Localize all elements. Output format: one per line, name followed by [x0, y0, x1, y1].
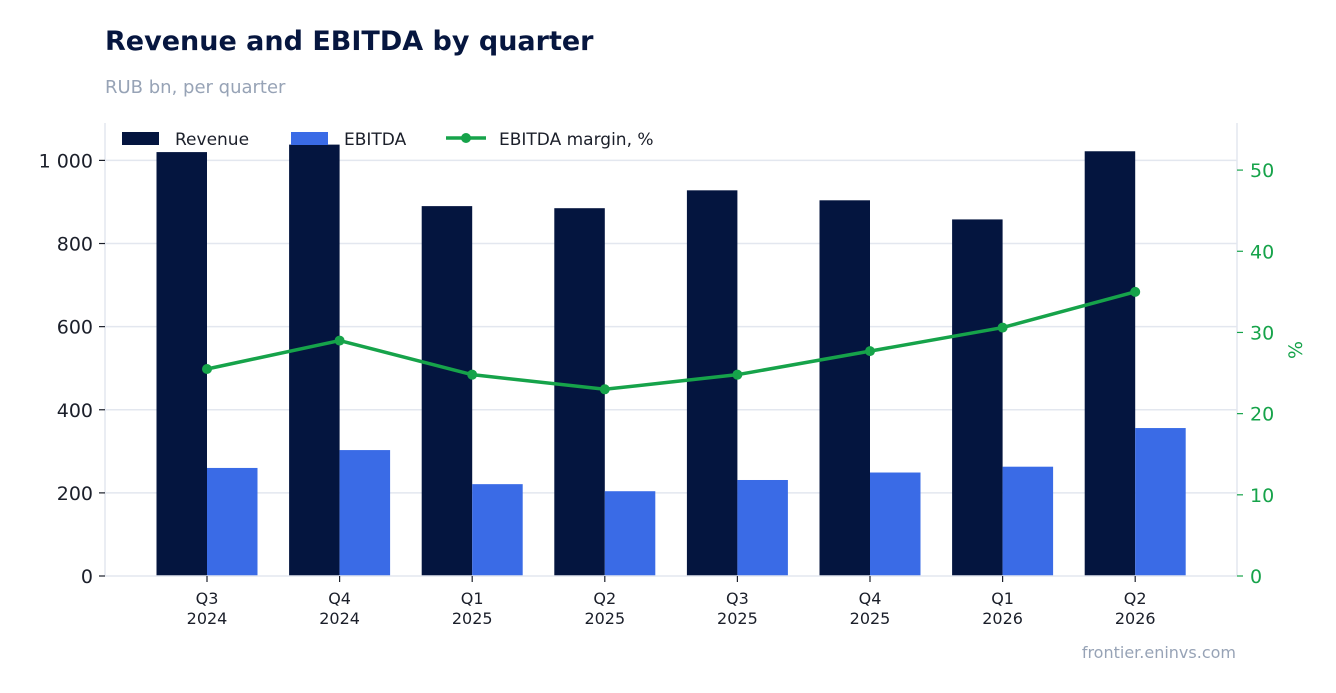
revenue-bar — [156, 152, 207, 576]
left-tick-label: 200 — [57, 483, 93, 505]
ebitda-bar — [1002, 466, 1054, 576]
revenue-bar — [819, 200, 870, 577]
ebitda-bar — [870, 472, 921, 576]
left-tick-label: 600 — [57, 317, 93, 339]
revenue-bar — [554, 208, 605, 576]
margin-point — [467, 369, 478, 380]
right-tick-label: 50 — [1250, 160, 1274, 182]
revenue-bar — [421, 206, 473, 576]
left-tick-label: 0 — [81, 566, 93, 588]
revenue-bar — [1084, 151, 1136, 576]
chart-title: Revenue and EBITDA by quarter — [105, 26, 594, 57]
ebitda-bar — [339, 450, 391, 576]
left-tick-label: 1 000 — [39, 150, 93, 172]
legend-marker-margin — [461, 133, 471, 143]
source-label: frontier.eninvs.com — [1081, 643, 1236, 662]
right-axis-label: % — [1285, 341, 1307, 359]
x-tick-label: Q3 2024 — [187, 589, 228, 628]
margin-point — [202, 363, 212, 374]
right-tick-label: 10 — [1250, 485, 1274, 507]
revenue-bar — [686, 190, 738, 576]
x-tick-label: Q1 2026 — [982, 589, 1023, 628]
margin-point — [1130, 286, 1141, 297]
margin-point — [865, 346, 875, 357]
ebitda-bar — [472, 484, 523, 576]
ebitda-bar — [737, 479, 788, 576]
legend-label-margin: EBITDA margin, % — [499, 130, 654, 150]
x-tick-label: Q4 2024 — [319, 589, 360, 628]
right-tick-label: 0 — [1250, 566, 1262, 588]
x-tick-label: Q2 2026 — [1115, 589, 1156, 628]
margin-line — [202, 286, 1141, 395]
ebitda-bar — [604, 491, 656, 576]
right-tick-label: 20 — [1250, 404, 1274, 426]
axes: 0 200 400 600 800 1 000 0 10 20 30 40 50% Q3 2024 Q4 20… — [39, 123, 1307, 628]
x-tick-label: Q1 2025 — [452, 589, 493, 628]
x-tick-label: Q3 2025 — [717, 589, 758, 628]
chart-subtitle: RUB bn, per quarter — [105, 77, 286, 98]
legend: Revenue EBITDA EBITDA margin, % — [122, 130, 654, 150]
bars — [156, 144, 1186, 577]
margin-point — [732, 369, 743, 380]
legend-swatch-revenue — [122, 132, 159, 145]
margin-point — [334, 335, 345, 346]
right-tick-label: 30 — [1250, 322, 1274, 344]
legend-label-ebitda: EBITDA — [344, 130, 407, 150]
margin-point — [599, 384, 610, 395]
revenue-bar — [289, 144, 340, 576]
ebitda-bar — [1135, 428, 1186, 576]
ebitda-bar — [207, 467, 258, 576]
margin-point — [997, 322, 1008, 333]
margin-series-line — [205, 290, 1137, 392]
legend-swatch-ebitda — [291, 132, 328, 145]
grid-lines — [105, 159, 1237, 494]
left-tick-label: 800 — [57, 234, 93, 256]
left-tick-label: 400 — [57, 400, 93, 422]
right-tick-label: 40 — [1250, 241, 1274, 263]
x-tick-label: Q2 2025 — [584, 589, 625, 628]
legend-label-revenue: Revenue — [175, 130, 249, 150]
x-tick-label: Q4 2025 — [850, 589, 891, 628]
revenue-bar — [952, 219, 1003, 577]
